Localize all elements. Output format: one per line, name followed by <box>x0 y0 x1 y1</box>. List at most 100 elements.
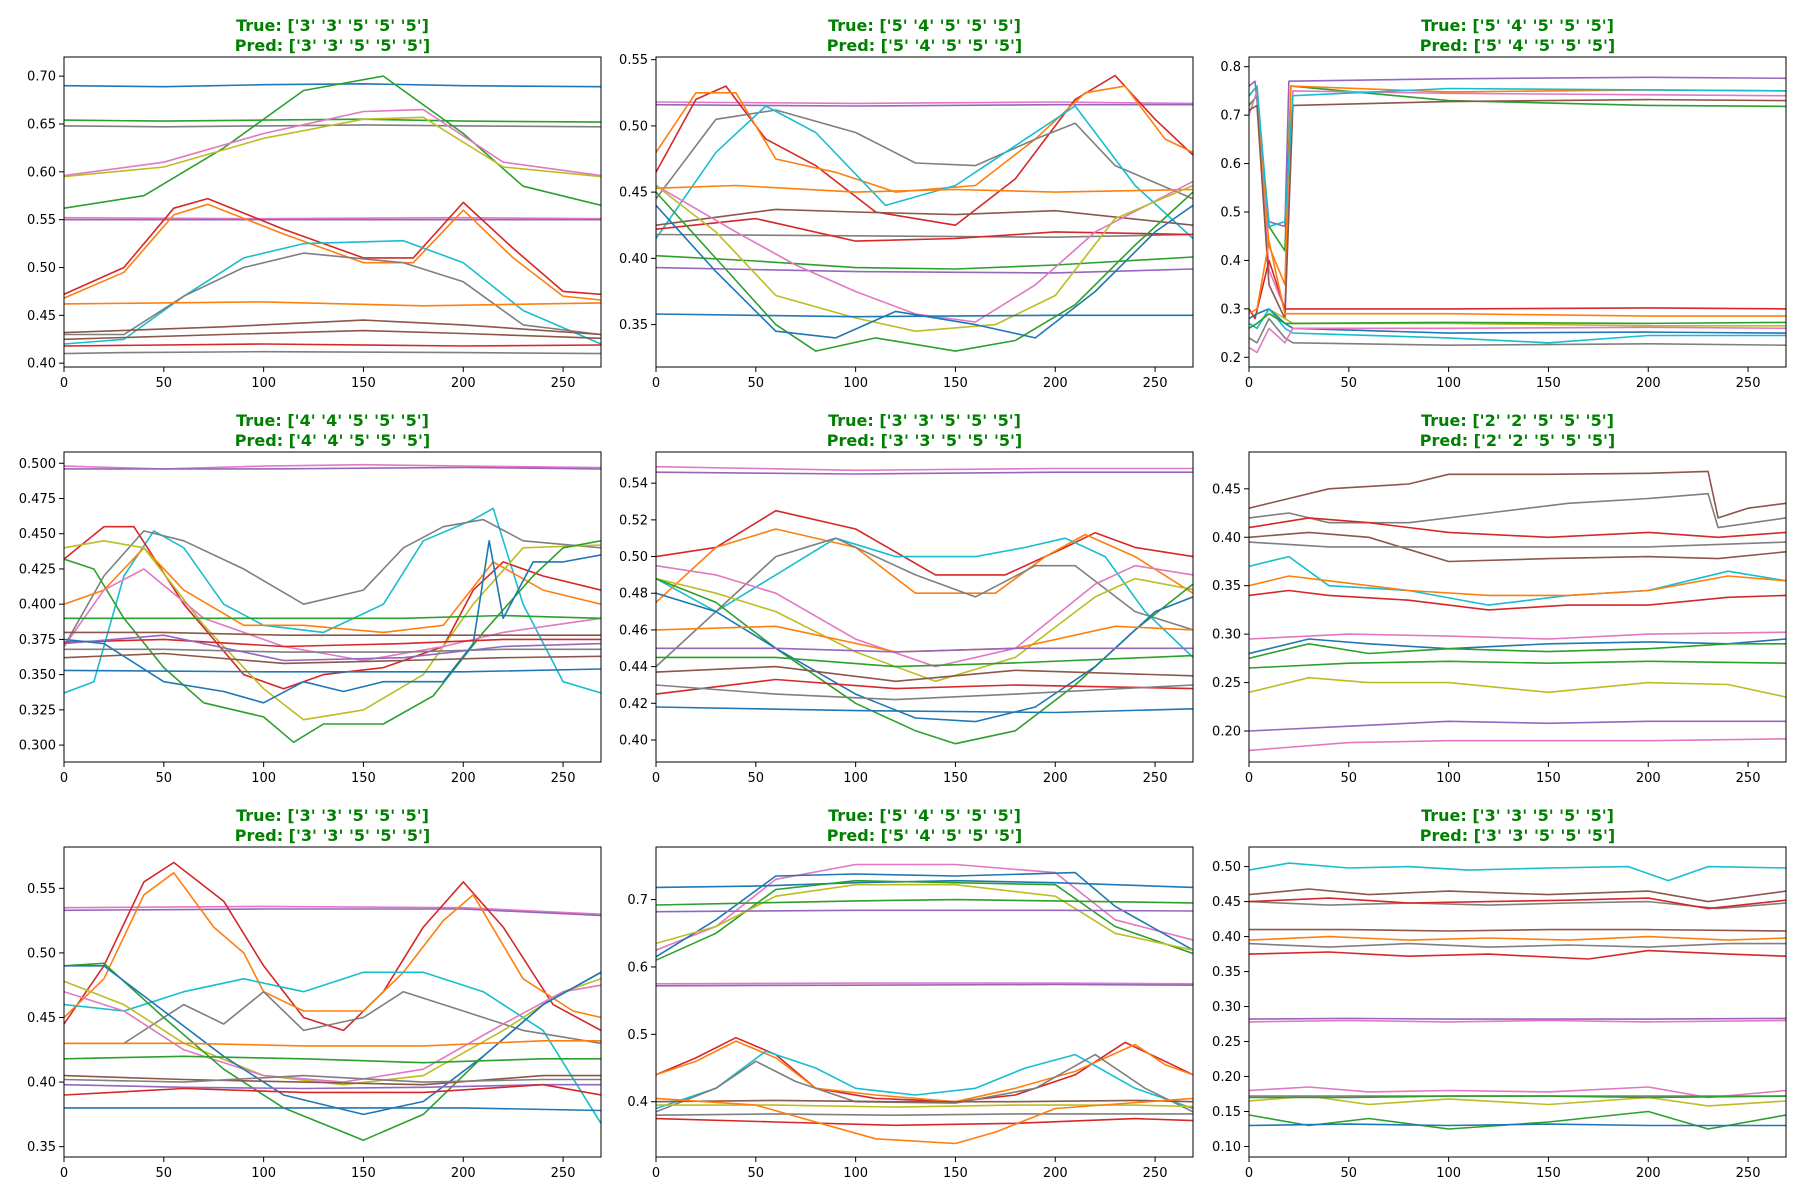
series-line-9 <box>1249 1017 1786 1020</box>
panel-title-pred: Pred: ['5' '4' '5' '5' '5'] <box>1420 36 1615 55</box>
panel-title-pred: Pred: ['4' '4' '5' '5' '5'] <box>235 431 430 450</box>
series-line-2 <box>656 471 1193 475</box>
x-tick-label: 200 <box>1636 771 1661 786</box>
y-tick-label: 0.40 <box>1212 531 1241 546</box>
y-tick-label: 0.7 <box>627 893 648 908</box>
series-line-10 <box>1249 1019 1786 1023</box>
series-line-17 <box>64 652 601 665</box>
series-line-16 <box>656 204 1193 339</box>
y-tick-label: 0.45 <box>1212 482 1241 497</box>
series-line-12 <box>64 1055 601 1064</box>
series-line-11 <box>1249 642 1786 660</box>
series-line-12 <box>64 638 601 648</box>
series-line-4 <box>64 871 601 1019</box>
y-tick-label: 0.55 <box>619 53 648 68</box>
series-line-10 <box>656 217 1193 242</box>
series-line-1 <box>1249 862 1786 882</box>
series-line-9 <box>656 233 1193 238</box>
y-tick-label: 0.10 <box>1212 1140 1241 1155</box>
x-tick-label: 200 <box>1636 376 1661 391</box>
chart-panel-3: True: ['5' '4' '5' '5' '5']Pred: ['5' '4… <box>1220 16 1787 391</box>
x-tick-label: 250 <box>1736 376 1761 391</box>
x-tick-label: 250 <box>551 771 576 786</box>
x-tick-label: 50 <box>1341 376 1358 391</box>
series-line-1 <box>656 465 1193 472</box>
y-tick-label: 0.500 <box>19 457 56 472</box>
series-line-13 <box>656 654 1193 668</box>
series-line-11 <box>1249 308 1786 344</box>
y-tick-label: 0.48 <box>619 587 648 602</box>
series-line-6 <box>656 898 1193 906</box>
y-tick-label: 0.8 <box>1220 60 1241 75</box>
x-tick-label: 200 <box>1043 376 1068 391</box>
series-line-3 <box>64 507 601 694</box>
series-line-10 <box>656 1036 1193 1103</box>
series-line-17 <box>656 1117 1193 1127</box>
chart-panel-7: True: ['3' '3' '5' '5' '5']Pred: ['3' '3… <box>27 806 602 1181</box>
y-tick-label: 0.400 <box>19 598 56 613</box>
y-tick-label: 0.44 <box>619 660 648 675</box>
series-line-14 <box>64 319 601 336</box>
x-tick-label: 250 <box>551 376 576 391</box>
y-tick-label: 0.52 <box>619 513 648 528</box>
y-tick-label: 0.25 <box>1212 676 1241 691</box>
y-tick-label: 0.6 <box>627 960 648 975</box>
panel-title-pred: Pred: ['3' '3' '5' '5' '5'] <box>827 431 1022 450</box>
x-tick-label: 150 <box>943 1166 968 1181</box>
series-line-9 <box>1249 631 1786 640</box>
series-line-2 <box>656 103 1193 107</box>
x-tick-label: 100 <box>1436 771 1461 786</box>
x-tick-label: 50 <box>1341 1166 1358 1181</box>
x-tick-label: 0 <box>652 771 660 786</box>
series-line-7 <box>656 564 1193 668</box>
y-tick-label: 0.55 <box>27 882 56 897</box>
y-tick-label: 0.45 <box>27 1011 56 1026</box>
series-line-14 <box>656 665 1193 683</box>
panel-title-true: True: ['5' '4' '5' '5' '5'] <box>828 806 1021 825</box>
x-tick-label: 100 <box>843 376 868 391</box>
series-line-13 <box>64 648 601 653</box>
panel-title-true: True: ['4' '4' '5' '5' '5'] <box>236 411 429 430</box>
series-line-13 <box>1249 326 1786 354</box>
series-line-9 <box>1249 308 1786 330</box>
series-line-5 <box>64 108 601 177</box>
y-tick-label: 0.45 <box>27 309 56 324</box>
y-tick-label: 0.4 <box>627 1095 648 1110</box>
series-group <box>656 465 1193 745</box>
series-line-6 <box>1249 555 1786 606</box>
y-tick-label: 0.35 <box>27 1140 56 1155</box>
series-line-2 <box>64 466 601 470</box>
series-line-4 <box>64 75 601 209</box>
x-tick-label: 50 <box>748 376 765 391</box>
series-line-9 <box>656 983 1193 987</box>
y-tick-label: 0.40 <box>1212 930 1241 945</box>
panel-title-true: True: ['3' '3' '5' '5' '5'] <box>236 16 429 35</box>
series-line-2 <box>1249 85 1786 252</box>
y-tick-label: 0.40 <box>27 1076 56 1091</box>
x-tick-label: 150 <box>351 1166 376 1181</box>
series-line-7 <box>656 184 1193 193</box>
y-tick-label: 0.20 <box>1212 725 1241 740</box>
x-tick-label: 250 <box>1143 376 1168 391</box>
series-line-7 <box>1249 575 1786 597</box>
series-line-8 <box>64 984 601 1083</box>
y-tick-label: 0.40 <box>619 252 648 267</box>
series-line-11 <box>64 1040 601 1047</box>
y-tick-label: 0.3 <box>1220 302 1241 317</box>
x-tick-label: 100 <box>251 771 276 786</box>
series-line-5 <box>64 525 601 690</box>
series-line-13 <box>1249 676 1786 698</box>
panel-title-pred: Pred: ['5' '4' '5' '5' '5'] <box>827 826 1022 845</box>
series-line-3 <box>64 124 601 128</box>
series-line-3 <box>1249 517 1786 539</box>
x-tick-label: 50 <box>1341 771 1358 786</box>
y-tick-label: 0.55 <box>27 213 56 228</box>
series-line-6 <box>64 546 601 634</box>
series-line-7 <box>656 909 1193 913</box>
series-line-16 <box>64 343 601 347</box>
series-line-4 <box>1249 531 1786 563</box>
x-tick-label: 0 <box>60 1166 68 1181</box>
y-tick-label: 0.45 <box>1212 895 1241 910</box>
series-line-8 <box>64 540 601 744</box>
series-line-11 <box>64 239 601 345</box>
